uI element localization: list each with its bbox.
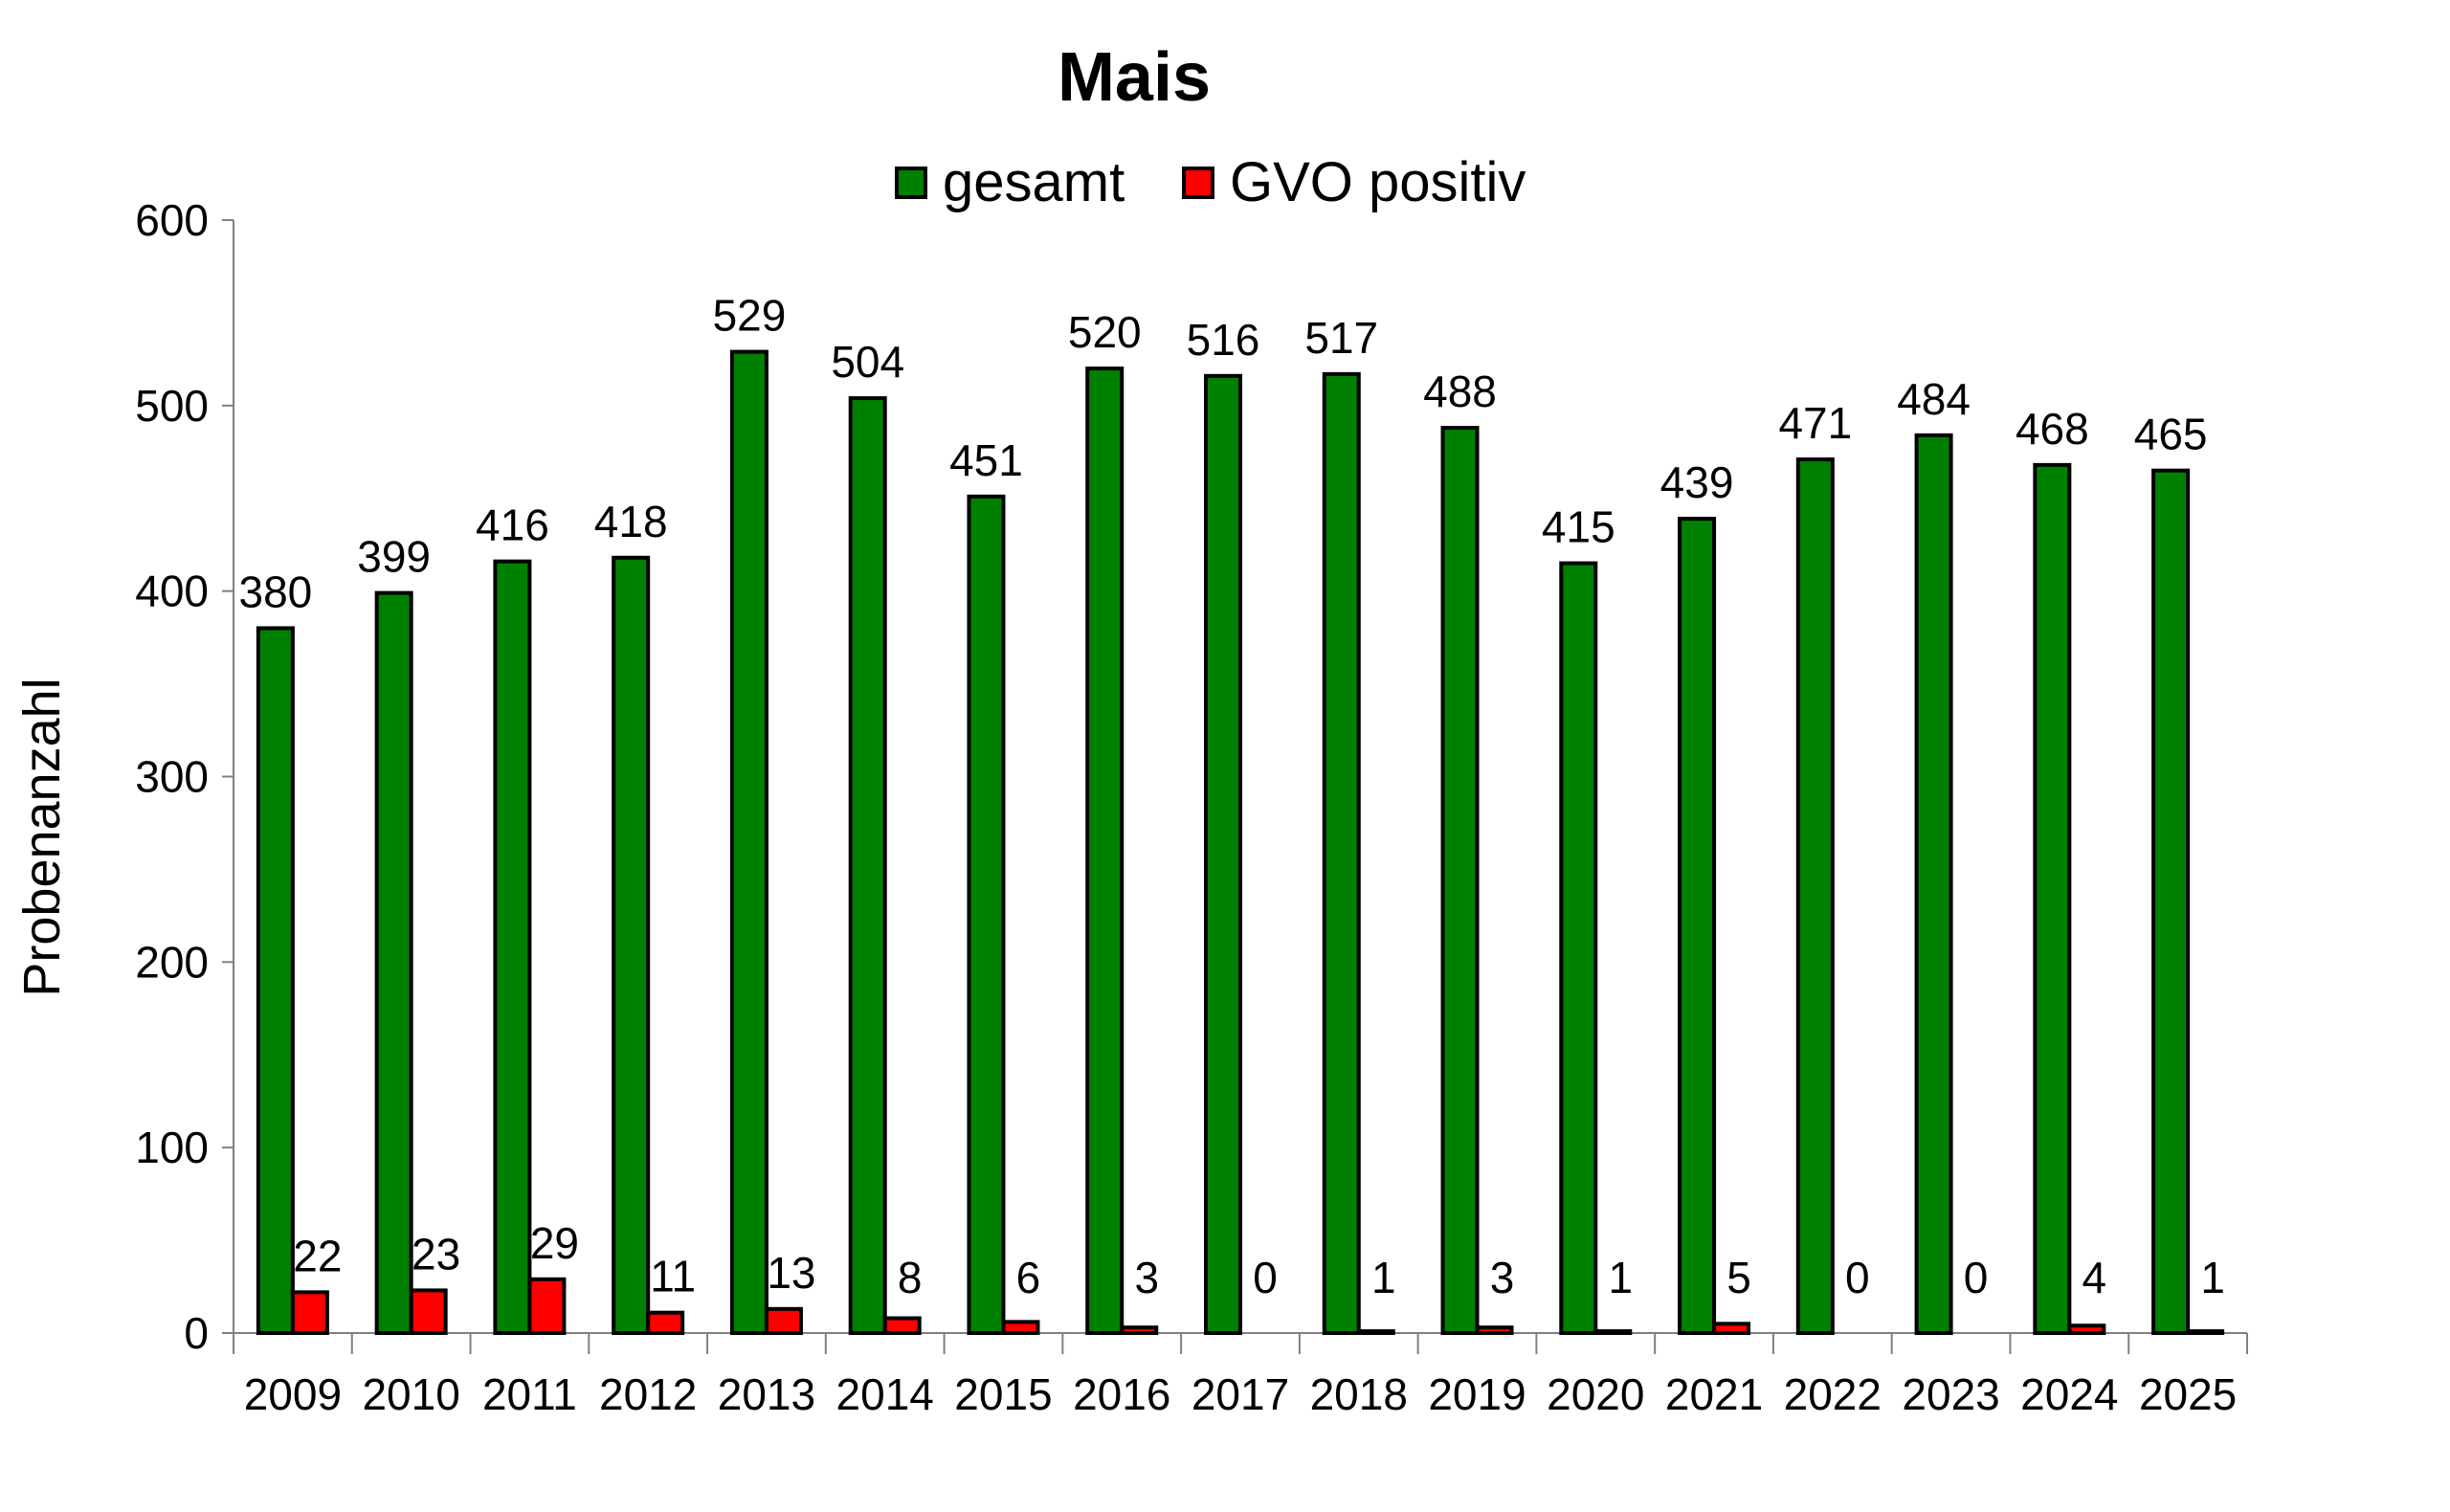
x-tick-label: 2021 bbox=[1665, 1369, 1763, 1419]
y-axis-label: Probenanzahl bbox=[13, 678, 71, 996]
x-tick-label: 2020 bbox=[1547, 1369, 1644, 1419]
y-tick-label: 600 bbox=[135, 195, 209, 245]
y-tick-label: 500 bbox=[135, 381, 209, 431]
bar-gvo-positiv bbox=[1593, 1329, 1633, 1335]
y-tick-label: 200 bbox=[135, 937, 209, 987]
bar-gvo-positiv bbox=[764, 1306, 803, 1335]
bar-gvo-positiv bbox=[1120, 1325, 1159, 1336]
bar-gesamt bbox=[1322, 371, 1361, 1335]
data-label-gvo-positiv: 23 bbox=[412, 1229, 460, 1279]
data-label-gvo-positiv: 11 bbox=[650, 1252, 696, 1301]
bar-gvo-positiv bbox=[1712, 1322, 1751, 1336]
data-label-gesamt: 380 bbox=[239, 567, 313, 616]
bar-gesamt bbox=[1914, 433, 1953, 1335]
legend-label-gesamt: gesamt bbox=[943, 151, 1125, 213]
bar-gvo-positiv bbox=[409, 1288, 448, 1335]
x-tick-label: 2018 bbox=[1310, 1369, 1408, 1419]
bars: 3802239923416294181152913504845165203516… bbox=[239, 291, 2225, 1336]
legend: gesamt GVO positiv bbox=[895, 151, 1526, 213]
y-tick-label: 400 bbox=[135, 567, 209, 616]
bar-gvo-positiv bbox=[1356, 1329, 1395, 1335]
data-label-gesamt: 418 bbox=[594, 497, 668, 546]
bar-gesamt bbox=[1440, 426, 1480, 1335]
data-label-gvo-positiv: 13 bbox=[767, 1248, 815, 1298]
x-tick-label: 2022 bbox=[1784, 1369, 1882, 1419]
bar-gesamt bbox=[1795, 457, 1835, 1336]
legend-swatch-gvo-positiv bbox=[1182, 167, 1214, 199]
y-tick-label: 0 bbox=[184, 1308, 209, 1358]
data-label-gvo-positiv: 6 bbox=[1016, 1253, 1041, 1302]
bar-gesamt bbox=[493, 559, 532, 1335]
x-tick-label: 2016 bbox=[1073, 1369, 1170, 1419]
bar-gesamt bbox=[2033, 462, 2072, 1335]
data-label-gvo-positiv: 0 bbox=[1845, 1253, 1870, 1302]
data-label-gesamt: 471 bbox=[1778, 398, 1852, 448]
bar-gvo-positiv bbox=[2067, 1323, 2106, 1336]
bar-gesamt bbox=[612, 555, 651, 1335]
bar-gvo-positiv bbox=[2186, 1329, 2225, 1335]
data-label-gvo-positiv: 1 bbox=[2200, 1253, 2225, 1302]
data-label-gvo-positiv: 0 bbox=[1253, 1253, 1278, 1302]
x-tick-label: 2013 bbox=[718, 1369, 815, 1419]
bar-gvo-positiv bbox=[1001, 1320, 1040, 1335]
data-label-gesamt: 520 bbox=[1068, 307, 1142, 357]
bar-gesamt bbox=[848, 396, 887, 1335]
bar-gvo-positiv bbox=[1475, 1325, 1514, 1336]
bar-gesamt bbox=[729, 349, 768, 1335]
x-tick-label: 2017 bbox=[1192, 1369, 1289, 1419]
data-label-gvo-positiv: 1 bbox=[1608, 1253, 1633, 1302]
data-label-gvo-positiv: 4 bbox=[2082, 1253, 2107, 1302]
data-label-gvo-positiv: 3 bbox=[1490, 1253, 1515, 1302]
data-label-gesamt: 484 bbox=[1897, 374, 1971, 424]
bar-gesamt bbox=[967, 494, 1006, 1335]
x-tick-label: 2024 bbox=[2020, 1369, 2118, 1419]
legend-swatch-gesamt bbox=[895, 167, 927, 199]
bar-gesamt bbox=[1204, 373, 1242, 1335]
x-tick-label: 2012 bbox=[599, 1369, 697, 1419]
x-tick-label: 2015 bbox=[954, 1369, 1052, 1419]
data-label-gesamt: 399 bbox=[357, 532, 431, 582]
y-tick-label: 100 bbox=[135, 1123, 209, 1172]
x-tick-label: 2010 bbox=[362, 1369, 459, 1419]
data-label-gesamt: 416 bbox=[476, 500, 549, 550]
bar-gvo-positiv bbox=[882, 1316, 922, 1335]
bar-gvo-positiv bbox=[290, 1290, 329, 1336]
bar-gesamt bbox=[1678, 517, 1717, 1335]
x-tick-label: 2019 bbox=[1428, 1369, 1526, 1419]
bar-gesamt bbox=[256, 626, 295, 1335]
data-label-gesamt: 488 bbox=[1423, 367, 1497, 416]
data-label-gesamt: 516 bbox=[1187, 315, 1260, 365]
data-label-gvo-positiv: 29 bbox=[530, 1218, 579, 1268]
data-label-gvo-positiv: 5 bbox=[1726, 1253, 1751, 1302]
data-label-gesamt: 451 bbox=[949, 435, 1023, 485]
data-label-gesamt: 415 bbox=[1542, 502, 1615, 552]
x-tick-label: 2025 bbox=[2139, 1369, 2237, 1419]
data-label-gesamt: 465 bbox=[2134, 410, 2208, 459]
bar-gesamt bbox=[2151, 468, 2191, 1335]
bar-gesamt bbox=[1559, 561, 1598, 1335]
data-label-gvo-positiv: 1 bbox=[1371, 1253, 1396, 1302]
data-label-gesamt: 504 bbox=[831, 337, 904, 387]
y-tick-label: 300 bbox=[135, 752, 209, 802]
x-tick-label: 2023 bbox=[1902, 1369, 1999, 1419]
data-label-gvo-positiv: 8 bbox=[898, 1253, 923, 1302]
data-label-gvo-positiv: 0 bbox=[1964, 1253, 1989, 1302]
data-label-gesamt: 529 bbox=[713, 291, 787, 341]
chart-title: Mais bbox=[1058, 39, 1211, 116]
x-tick-label: 2009 bbox=[244, 1369, 342, 1419]
bar-gvo-positiv bbox=[527, 1277, 567, 1335]
data-label-gvo-positiv: 3 bbox=[1134, 1253, 1159, 1302]
data-label-gesamt: 517 bbox=[1304, 313, 1378, 363]
bar-gesamt bbox=[374, 590, 413, 1335]
data-label-gesamt: 468 bbox=[2016, 404, 2089, 454]
data-label-gvo-positiv: 22 bbox=[293, 1231, 342, 1280]
x-tick-label: 2014 bbox=[836, 1369, 934, 1419]
data-label-gesamt: 439 bbox=[1660, 457, 1734, 507]
x-tick-label: 2011 bbox=[482, 1369, 577, 1419]
bar-gvo-positiv bbox=[646, 1310, 685, 1336]
bar-gesamt bbox=[1085, 367, 1125, 1336]
legend-label-gvo-positiv: GVO positiv bbox=[1230, 151, 1526, 213]
